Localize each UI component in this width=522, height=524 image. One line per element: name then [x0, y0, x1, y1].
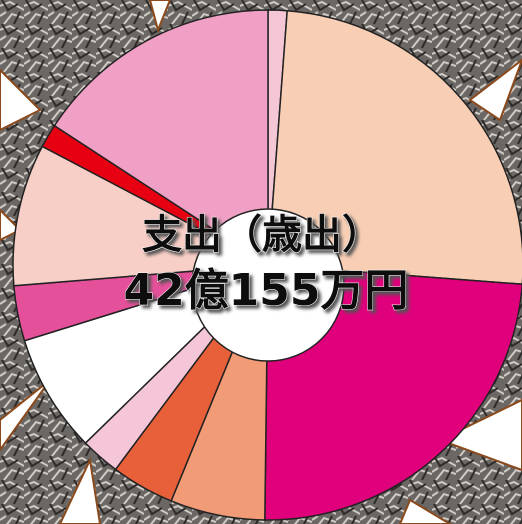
- chart-title: 支出（歳出）: [142, 212, 382, 258]
- chart-subtitle: 42億155万円: [123, 265, 408, 316]
- chart: 支出（歳出） 42億155万円: [0, 0, 522, 524]
